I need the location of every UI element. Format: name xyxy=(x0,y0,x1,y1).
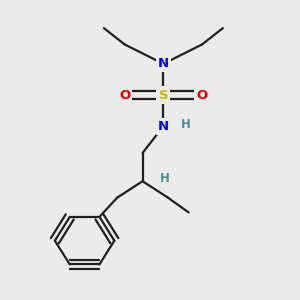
Text: H: H xyxy=(160,172,170,185)
Text: O: O xyxy=(196,88,208,101)
Text: N: N xyxy=(158,57,169,70)
Text: H: H xyxy=(181,118,190,131)
Text: S: S xyxy=(159,88,168,101)
Text: O: O xyxy=(119,88,130,101)
Text: N: N xyxy=(158,120,169,133)
